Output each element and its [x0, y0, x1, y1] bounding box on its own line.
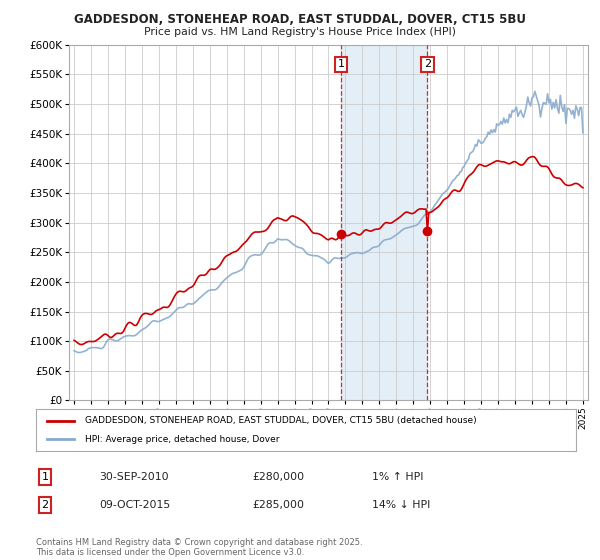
Text: 09-OCT-2015: 09-OCT-2015: [99, 500, 170, 510]
Text: HPI: Average price, detached house, Dover: HPI: Average price, detached house, Dove…: [85, 435, 279, 444]
Text: £285,000: £285,000: [252, 500, 304, 510]
Text: Contains HM Land Registry data © Crown copyright and database right 2025.
This d: Contains HM Land Registry data © Crown c…: [36, 538, 362, 557]
Text: 1: 1: [338, 59, 345, 69]
Text: GADDESDON, STONEHEAP ROAD, EAST STUDDAL, DOVER, CT15 5BU: GADDESDON, STONEHEAP ROAD, EAST STUDDAL,…: [74, 13, 526, 26]
Text: GADDESDON, STONEHEAP ROAD, EAST STUDDAL, DOVER, CT15 5BU (detached house): GADDESDON, STONEHEAP ROAD, EAST STUDDAL,…: [85, 416, 476, 425]
Text: 14% ↓ HPI: 14% ↓ HPI: [372, 500, 430, 510]
Text: 30-SEP-2010: 30-SEP-2010: [99, 472, 169, 482]
Text: 1: 1: [41, 472, 49, 482]
Text: £280,000: £280,000: [252, 472, 304, 482]
Text: 2: 2: [424, 59, 431, 69]
Text: 2: 2: [41, 500, 49, 510]
Text: 1% ↑ HPI: 1% ↑ HPI: [372, 472, 424, 482]
Bar: [341, 45, 427, 400]
Text: Price paid vs. HM Land Registry's House Price Index (HPI): Price paid vs. HM Land Registry's House …: [144, 27, 456, 37]
